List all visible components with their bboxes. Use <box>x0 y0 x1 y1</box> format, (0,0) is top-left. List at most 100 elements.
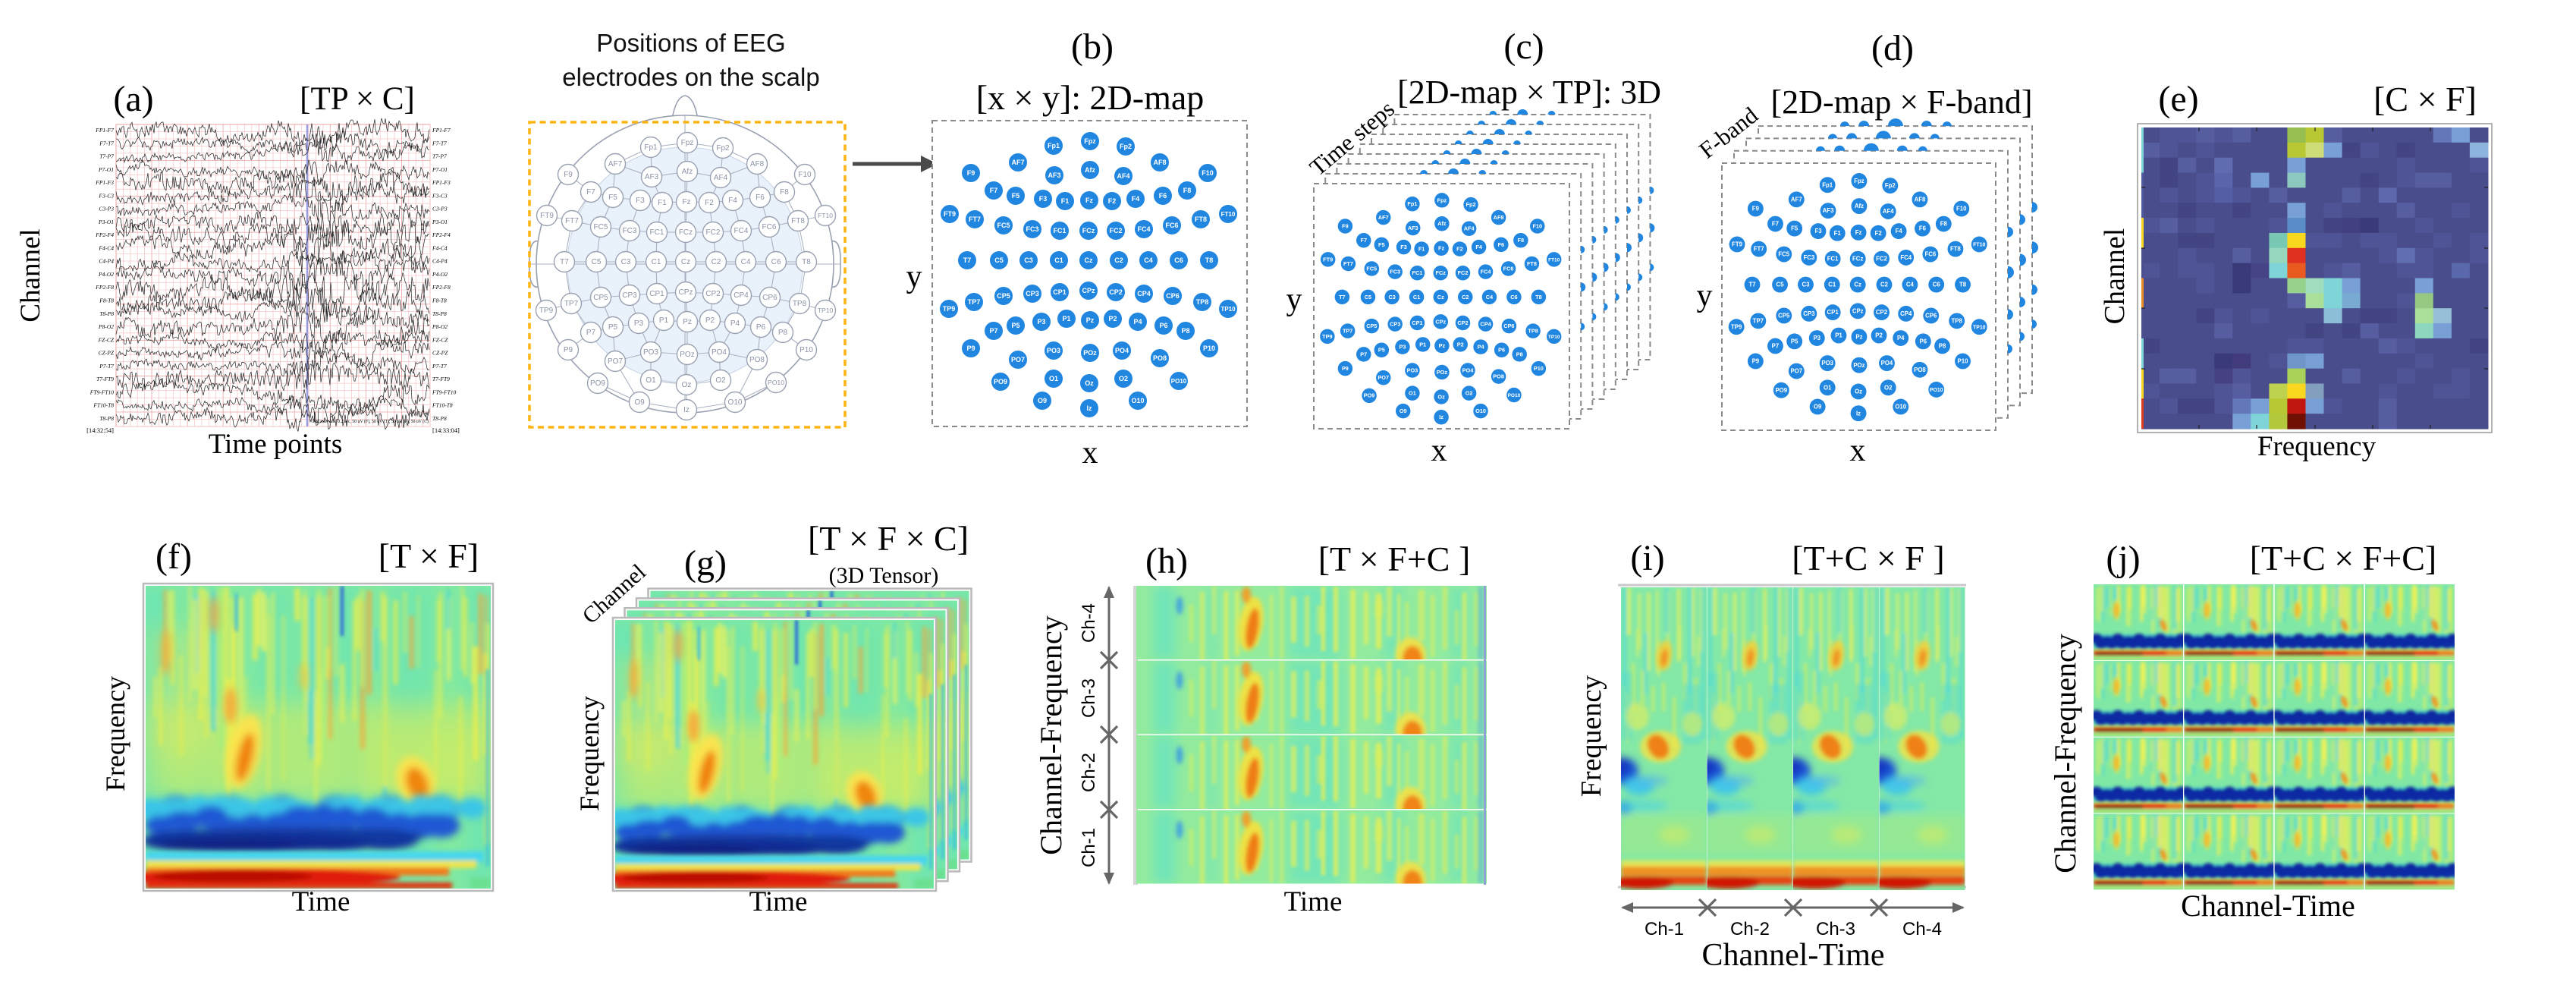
svg-text:F7-T7: F7-T7 <box>432 140 447 146</box>
svg-text:FP2-F4: FP2-F4 <box>95 231 114 238</box>
svg-text:[TP × C]: [TP × C] <box>300 81 415 117</box>
svg-text:P4-O2: P4-O2 <box>432 271 448 278</box>
svg-text:P6: P6 <box>756 323 766 332</box>
svg-text:Frequency: Frequency <box>100 676 130 791</box>
svg-text:[2D-map × TP]: 3D: [2D-map × TP]: 3D <box>1397 74 1661 111</box>
svg-text:F5: F5 <box>608 194 617 202</box>
svg-text:Ch-4: Ch-4 <box>1079 603 1099 643</box>
svg-text:C3-P3: C3-P3 <box>99 206 114 212</box>
svg-text:F3-C3: F3-C3 <box>432 192 448 199</box>
svg-text:CP4: CP4 <box>734 291 749 300</box>
svg-text:Frequency: Frequency <box>2257 431 2377 462</box>
svg-text:T8-P8: T8-P8 <box>432 310 447 317</box>
svg-text:FP1-F7: FP1-F7 <box>432 127 451 134</box>
svg-text:Grid intervals: 0.2 sec, 50 uV: Grid intervals: 0.2 sec, 50 uV (F), 50 u… <box>311 419 429 424</box>
svg-text:x: x <box>1431 433 1447 468</box>
svg-text:FC4: FC4 <box>734 227 749 235</box>
svg-text:FT10-T8: FT10-T8 <box>93 402 114 409</box>
svg-text:Pz: Pz <box>683 318 692 326</box>
svg-text:CZ-PZ: CZ-PZ <box>99 350 115 357</box>
svg-text:P5: P5 <box>608 323 618 332</box>
svg-text:Iz: Iz <box>683 406 690 414</box>
svg-text:FT9: FT9 <box>540 212 554 220</box>
svg-text:T7-P7: T7-P7 <box>432 153 447 160</box>
svg-text:(j): (j) <box>2106 539 2140 579</box>
svg-text:Positions of EEG: Positions of EEG <box>596 29 785 57</box>
svg-text:F7: F7 <box>586 188 595 197</box>
svg-text:FZ-CZ: FZ-CZ <box>98 336 115 343</box>
svg-text:[T × F × C]: [T × F × C] <box>808 519 969 558</box>
svg-text:Channel: Channel <box>2099 228 2131 325</box>
svg-text:Time: Time <box>292 886 350 917</box>
svg-text:TP10: TP10 <box>818 307 834 314</box>
svg-text:F9: F9 <box>564 171 573 179</box>
svg-text:x: x <box>1850 433 1866 468</box>
svg-text:C4-P4: C4-P4 <box>432 258 448 265</box>
svg-text:PO7: PO7 <box>608 357 623 366</box>
svg-text:T8: T8 <box>802 258 811 266</box>
svg-text:P4-O2: P4-O2 <box>98 271 114 278</box>
svg-text:CP3: CP3 <box>622 291 637 300</box>
svg-text:Ch-1: Ch-1 <box>1645 919 1684 939</box>
svg-text:FP1-F7: FP1-F7 <box>95 127 114 134</box>
svg-text:(d): (d) <box>1871 28 1914 68</box>
svg-text:Channel-Time: Channel-Time <box>2181 889 2355 923</box>
svg-text:P8-O2: P8-O2 <box>432 323 448 330</box>
svg-text:C1: C1 <box>652 258 661 266</box>
svg-text:AF3: AF3 <box>645 173 659 181</box>
svg-text:Time points: Time points <box>209 429 343 460</box>
svg-text:P10: P10 <box>800 346 813 354</box>
svg-text:Ch-1: Ch-1 <box>1079 828 1099 867</box>
svg-text:T8-P8: T8-P8 <box>99 310 114 317</box>
svg-text:TP9: TP9 <box>539 307 554 315</box>
svg-text:F2: F2 <box>705 199 714 207</box>
svg-text:(c): (c) <box>1503 27 1544 67</box>
svg-text:T8-P8: T8-P8 <box>432 415 447 422</box>
svg-text:Frequency: Frequency <box>1575 675 1607 797</box>
svg-text:y: y <box>906 260 922 294</box>
svg-text:T7-FT9: T7-FT9 <box>96 376 114 382</box>
svg-text:x: x <box>1082 436 1098 470</box>
svg-text:CPz: CPz <box>679 288 693 297</box>
svg-text:O10: O10 <box>728 398 743 407</box>
svg-text:(a): (a) <box>113 79 153 119</box>
svg-text:P7-O1: P7-O1 <box>98 166 114 173</box>
svg-text:C6: C6 <box>771 258 781 266</box>
svg-text:[T × F+C ]: [T × F+C ] <box>1318 540 1471 578</box>
svg-text:CP1: CP1 <box>649 290 664 298</box>
svg-text:FC6: FC6 <box>762 223 777 231</box>
svg-text:FP1-F3: FP1-F3 <box>95 179 114 186</box>
svg-text:CZ-PZ: CZ-PZ <box>432 350 448 357</box>
svg-text:FC5: FC5 <box>594 223 608 231</box>
svg-text:P3-O1: P3-O1 <box>432 219 448 225</box>
svg-text:(f): (f) <box>156 536 192 577</box>
svg-text:T8-P8: T8-P8 <box>99 415 114 422</box>
svg-text:(3D Tensor): (3D Tensor) <box>829 563 939 588</box>
svg-text:FP2-F8: FP2-F8 <box>95 284 114 291</box>
svg-text:C4-P4: C4-P4 <box>99 258 114 265</box>
svg-text:Fp2: Fp2 <box>716 144 730 153</box>
svg-text:[T+C × F ]: [T+C × F ] <box>1792 539 1944 577</box>
svg-text:O2: O2 <box>715 376 726 385</box>
svg-text:P3-O1: P3-O1 <box>98 219 114 225</box>
svg-text:F8-T8: F8-T8 <box>432 297 447 304</box>
svg-text:CP5: CP5 <box>593 294 608 302</box>
svg-text:y: y <box>1286 282 1302 317</box>
svg-text:AF8: AF8 <box>750 160 765 168</box>
svg-text:AF4: AF4 <box>714 174 728 182</box>
svg-text:FZ-CZ: FZ-CZ <box>432 336 448 343</box>
svg-text:C3: C3 <box>621 258 631 266</box>
svg-text:Ch-3: Ch-3 <box>1816 919 1855 939</box>
svg-text:Fp1: Fp1 <box>644 143 658 152</box>
svg-text:Time: Time <box>1284 886 1343 917</box>
svg-text:Ch-3: Ch-3 <box>1079 678 1099 718</box>
svg-text:FCz: FCz <box>679 228 693 237</box>
svg-text:P7-O1: P7-O1 <box>432 166 448 173</box>
svg-text:P7-T7: P7-T7 <box>99 363 114 370</box>
svg-text:F3: F3 <box>636 197 645 205</box>
svg-text:[14:33:04]: [14:33:04] <box>432 426 460 434</box>
svg-text:F3-C3: F3-C3 <box>98 192 114 199</box>
svg-text:FT7: FT7 <box>565 217 579 225</box>
svg-text:FT8: FT8 <box>791 217 805 225</box>
svg-text:FP2-F8: FP2-F8 <box>432 284 451 291</box>
